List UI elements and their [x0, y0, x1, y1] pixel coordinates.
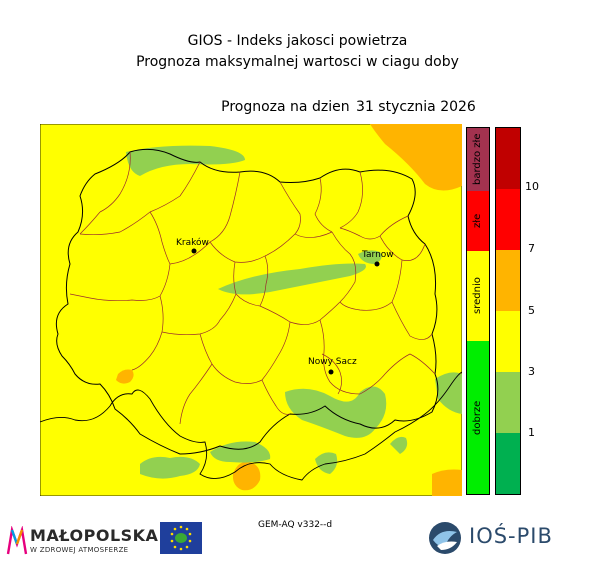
green-zone-middle	[218, 263, 366, 295]
colorbar-band-1	[496, 128, 520, 189]
forecast-date-line: Prognoza na dzien 31 stycznia 2026	[0, 99, 595, 115]
eu-stars-icon	[170, 525, 192, 551]
district-borders	[69, 151, 436, 425]
category-bardzo-zle	[467, 128, 489, 191]
colorbar-tick-10: 10	[525, 180, 539, 193]
city-label-nowy-sacz: Nowy Sacz	[308, 357, 357, 367]
map-background	[40, 124, 462, 496]
category-label-bardzo-zle: bardzo złe	[472, 133, 483, 186]
malopolska-subtitle: W ZDROWEJ ATMOSFERZE	[30, 546, 129, 554]
malopolska-logo: MAŁOPOLSKA W ZDROWEJ ATMOSFERZE	[6, 524, 159, 560]
eu-life-logo	[160, 522, 202, 554]
title-sub: Prognoza maksymalnej wartosci w ciagu do…	[136, 54, 459, 70]
colorbar	[495, 127, 521, 495]
green-zone-southeast	[285, 386, 387, 438]
green-zone-tarnow	[358, 250, 382, 264]
country-border	[40, 371, 462, 481]
category-legend: bardzo złe złe srednio dobrze	[466, 127, 490, 495]
forecast-label: Prognoza na dzien	[221, 99, 350, 115]
city-tarnow: Tarnow	[361, 250, 394, 267]
ios-pib-name: IOŚ-PIB	[469, 524, 553, 548]
city-label-krakow: Kraków	[176, 237, 209, 248]
colorbar-band-5	[496, 372, 520, 433]
colorbar-band-2	[496, 189, 520, 250]
category-zle	[467, 191, 489, 251]
category-label-srednio: srednio	[472, 277, 483, 315]
ios-pib-logo: IOŚ-PIB	[427, 520, 567, 556]
green-zone-south-right	[315, 452, 338, 474]
green-zone-southeast-small	[390, 436, 408, 454]
forecast-date: 31 stycznia 2026	[356, 99, 476, 115]
ios-pib-emblem-icon	[429, 522, 461, 554]
air-quality-map: Kraków Tarnow Nowy Sacz	[40, 124, 462, 496]
category-label-dobrze: dobrze	[472, 400, 483, 435]
city-krakow: Kraków	[176, 237, 209, 254]
title-main: GIOS - Indeks jakosci powietrza	[187, 33, 408, 49]
malopolska-name: MAŁOPOLSKA	[30, 526, 159, 545]
colorbar-tick-5: 5	[528, 304, 535, 317]
category-dobrze	[467, 341, 489, 494]
orange-zone-northeast	[370, 124, 462, 191]
colorbar-tick-3: 3	[528, 365, 535, 378]
colorbar-tick-1: 1	[528, 426, 535, 439]
orange-zone-southeast-corner	[432, 469, 462, 496]
orange-zone-southwest-small	[116, 369, 134, 384]
green-zone-southwest	[140, 456, 200, 479]
malopolska-emblem-icon	[6, 526, 28, 555]
colorbar-tick-7: 7	[528, 242, 535, 255]
colorbar-band-6	[496, 433, 520, 494]
category-label-zle: złe	[472, 213, 483, 229]
city-label-tarnow: Tarnow	[361, 250, 394, 260]
region-border	[55, 148, 439, 455]
green-zone-south-center	[210, 441, 271, 463]
city-nowy-sacz: Nowy Sacz	[308, 357, 357, 375]
green-zone-east-edge	[435, 372, 462, 414]
colorbar-band-4	[496, 311, 520, 372]
colorbar-band-3	[496, 250, 520, 311]
category-srednio	[467, 251, 489, 341]
model-version: GEM-AQ v332--d	[258, 520, 333, 530]
